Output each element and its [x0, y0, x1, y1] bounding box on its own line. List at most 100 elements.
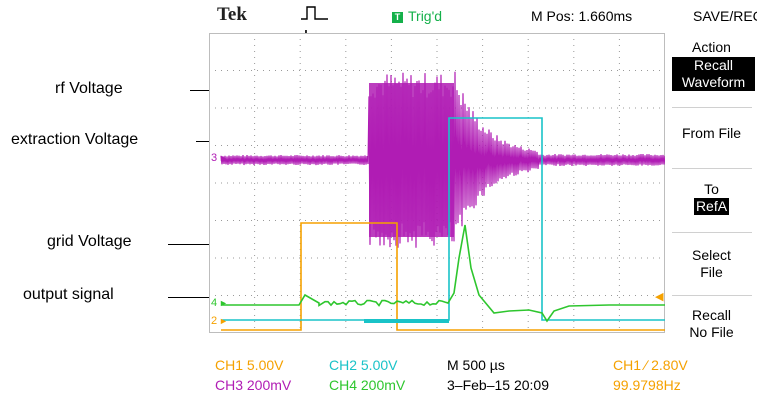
graticule-dot: [551, 257, 552, 259]
graticule-dot: [254, 117, 256, 118]
graticule-dot: [575, 145, 576, 146]
graticule-dot: [299, 111, 301, 112]
menu-select-file[interactable]: Select File: [666, 247, 757, 281]
graticule-dot: [257, 220, 258, 221]
graticule-dot: [503, 220, 504, 221]
graticule-border: [209, 33, 665, 333]
graticule-dot: [482, 261, 484, 262]
graticule-dot: [436, 237, 438, 238]
graticule-dot: [482, 201, 484, 202]
graticule-dot: [573, 141, 575, 142]
graticule-dot: [545, 220, 546, 221]
graticule-dot: [311, 295, 312, 296]
oscilloscope-screen: Tek 🠋 T Trig'd M Pos: 1.660ms SAVE/REC 3…: [209, 0, 757, 401]
graticule-dot: [482, 195, 484, 196]
menu-from-file[interactable]: From File: [681, 125, 742, 141]
graticule-dot: [401, 295, 402, 296]
graticule-dot: [482, 39, 484, 40]
graticule-dot: [341, 107, 342, 109]
graticule-dot: [482, 273, 484, 274]
graticule-dot: [345, 87, 347, 88]
graticule-dot: [563, 145, 564, 146]
graticule-dot: [618, 117, 620, 118]
graticule-dot: [345, 147, 347, 148]
graticule-dot: [245, 257, 246, 259]
graticule-dot: [345, 57, 347, 58]
graticule-dot: [618, 309, 620, 310]
grid-voltage-label: grid Voltage: [47, 233, 132, 250]
graticule-dot: [618, 243, 620, 244]
graticule-dot: [617, 145, 618, 146]
graticule-dot: [436, 243, 438, 244]
graticule-dot: [293, 182, 294, 184]
graticule-dot: [482, 111, 484, 112]
graticule-dot: [593, 220, 594, 221]
graticule-dot: [299, 51, 301, 52]
graticule-dot: [503, 107, 504, 109]
graticule-dot: [527, 177, 529, 178]
graticule-dot: [299, 177, 301, 178]
graticule-dot: [527, 195, 529, 196]
graticule-dot: [221, 220, 222, 221]
graticule-dot: [618, 51, 620, 52]
graticule-dot: [527, 105, 529, 106]
graticule-dot: [390, 273, 392, 274]
menu-to[interactable]: To RefA: [666, 181, 757, 215]
graticule-dot: [618, 231, 620, 232]
graticule-dot: [573, 249, 575, 250]
menu-to-value: RefA: [693, 198, 730, 215]
graticule-dot: [623, 257, 624, 259]
graticule-dot: [299, 207, 301, 208]
graticule-dot: [527, 147, 529, 148]
ch4-scale: CH4 200mV: [329, 377, 406, 393]
graticule-dot: [527, 135, 529, 136]
graticule-dot: [359, 257, 360, 259]
graticule-dot: [473, 220, 474, 221]
graticule-dot: [254, 303, 256, 304]
graticule-dot: [299, 45, 301, 46]
graticule-dot: [254, 39, 256, 40]
trigger-edge-icon: [301, 6, 328, 20]
graticule-dot: [617, 295, 618, 296]
graticule-dot: [653, 295, 654, 296]
graticule-dot: [239, 257, 240, 259]
graticule-dot: [436, 45, 438, 46]
graticule-dot: [527, 255, 529, 256]
graticule-dot: [345, 39, 347, 40]
graticule-dot: [573, 153, 575, 154]
graticule-dot: [311, 220, 312, 221]
graticule-dot: [527, 237, 529, 238]
graticule-dot: [482, 213, 484, 214]
graticule-dot: [461, 295, 462, 296]
graticule-dot: [593, 145, 594, 146]
graticule-dot: [521, 107, 522, 109]
graticule-dot: [467, 220, 468, 221]
graticule-dot: [605, 107, 606, 109]
graticule-dot: [497, 107, 498, 109]
graticule-dot: [254, 183, 256, 184]
graticule-dot: [254, 99, 256, 100]
trigger-status-icon: T: [392, 12, 403, 23]
graticule-dot: [611, 257, 612, 259]
graticule-dot: [647, 182, 648, 184]
graticule-dot: [345, 261, 347, 262]
graticule-dot: [233, 70, 234, 71]
graticule-dot: [345, 141, 347, 142]
graticule-dot: [573, 99, 575, 100]
menu-action[interactable]: Action Recall Waveform: [666, 39, 757, 91]
graticule-dot: [491, 295, 492, 296]
graticule-dot: [527, 225, 529, 226]
graticule-dot: [436, 75, 438, 76]
graticule-dot: [485, 220, 486, 221]
graticule-dot: [413, 257, 414, 259]
menu-recall[interactable]: Recall No File: [666, 307, 757, 341]
menu-select-file-line1: Select: [692, 247, 731, 263]
graticule-dot: [573, 213, 575, 214]
graticule-dot: [345, 117, 347, 118]
graticule-dot: [281, 257, 282, 259]
graticule-dot: [390, 63, 392, 64]
graticule-dot: [618, 201, 620, 202]
graticule-dot: [467, 70, 468, 71]
graticule-dot: [482, 315, 484, 316]
graticule-dot: [317, 257, 318, 259]
